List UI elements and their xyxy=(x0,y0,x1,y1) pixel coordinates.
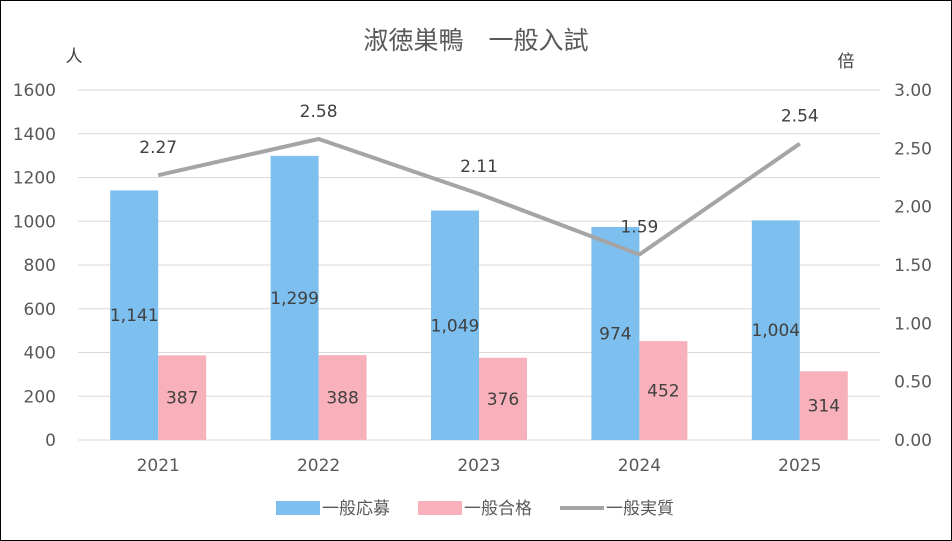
ratio-line-path xyxy=(157,137,801,257)
right-tick-label: 1.00 xyxy=(894,314,932,334)
chart-title: 淑徳巣鴨 一般入試 xyxy=(363,26,588,55)
bar-passed xyxy=(639,341,688,440)
left-tick-label: 600 xyxy=(24,300,56,320)
bars xyxy=(110,155,848,440)
x-tick-label: 2024 xyxy=(618,456,661,476)
bar-passed xyxy=(799,371,848,440)
data-label: 974 xyxy=(599,324,631,344)
bar-passed xyxy=(158,355,207,440)
data-label: 1,004 xyxy=(751,321,800,341)
data-label: 452 xyxy=(647,382,679,402)
bar-passed xyxy=(318,355,367,440)
ratio-label: 2.27 xyxy=(139,138,177,158)
data-label: 1,141 xyxy=(110,306,159,326)
data-label: 387 xyxy=(166,389,198,409)
left-tick-label: 1600 xyxy=(13,81,56,101)
legend-label: 一般実質 xyxy=(606,499,674,519)
left-tick-label: 1200 xyxy=(13,169,56,189)
bar-applicants xyxy=(431,210,479,440)
ratio-label: 2.54 xyxy=(781,107,819,127)
left-tick-label: 400 xyxy=(24,344,56,364)
bar-applicants xyxy=(591,226,640,440)
right-tick-label: 1.50 xyxy=(894,256,932,276)
left-tick-label: 200 xyxy=(24,387,56,407)
bar-passed xyxy=(479,357,527,440)
bar-applicants xyxy=(110,190,159,440)
right-tick-label: 2.00 xyxy=(894,198,932,218)
right-tick-label: 2.50 xyxy=(894,139,932,159)
ratio-line xyxy=(157,137,801,257)
legend-swatch xyxy=(418,501,462,515)
legend-label: 一般合格 xyxy=(464,499,532,519)
data-label: 388 xyxy=(326,389,358,409)
legend-swatch xyxy=(276,501,320,515)
ratio-label: 2.11 xyxy=(460,157,498,177)
data-label: 376 xyxy=(487,390,519,410)
right-tick-label: 0.50 xyxy=(894,373,932,393)
right-axis: 0.00 0.50 1.00 1.50 2.00 2.50 3.00 xyxy=(894,81,932,451)
left-tick-label: 1400 xyxy=(13,125,56,145)
legend: 一般応募 一般合格 一般実質 xyxy=(276,499,674,519)
right-tick-label: 3.00 xyxy=(894,81,932,101)
left-axis: 0 200 400 600 800 1000 1200 1400 1600 xyxy=(13,81,56,451)
data-label: 314 xyxy=(808,397,840,417)
ratio-label: 2.58 xyxy=(300,102,338,122)
bar-applicants xyxy=(751,220,800,440)
x-tick-label: 2021 xyxy=(137,456,180,476)
left-tick-label: 0 xyxy=(45,431,56,451)
right-tick-label: 0.00 xyxy=(894,431,932,451)
right-axis-unit: 倍 xyxy=(838,52,855,72)
x-tick-label: 2023 xyxy=(457,456,500,476)
data-label: 1,299 xyxy=(270,289,319,309)
legend-label: 一般応募 xyxy=(322,499,390,519)
left-tick-label: 1000 xyxy=(13,212,56,232)
data-labels: 1,141 387 1,299 388 1,049 376 974 452 1,004 314 2.… xyxy=(110,102,840,417)
x-tick-label: 2022 xyxy=(297,456,340,476)
left-axis-unit: 人 xyxy=(66,47,83,67)
ratio-label: 1.59 xyxy=(620,218,658,238)
bar-applicants xyxy=(270,155,319,440)
data-label: 1,049 xyxy=(431,316,480,336)
x-tick-label: 2025 xyxy=(778,456,821,476)
left-tick-label: 800 xyxy=(24,256,56,276)
x-axis: 2021 2022 2023 2024 2025 xyxy=(137,456,822,476)
